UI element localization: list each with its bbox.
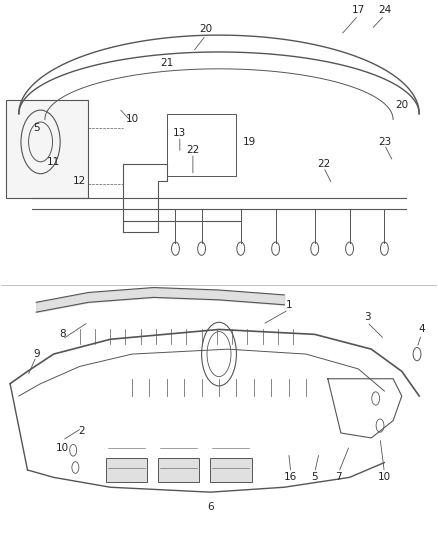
Text: 8: 8 bbox=[59, 329, 66, 340]
Text: 2: 2 bbox=[78, 425, 85, 435]
Text: 10: 10 bbox=[125, 115, 138, 124]
Text: 11: 11 bbox=[47, 157, 60, 167]
FancyBboxPatch shape bbox=[106, 458, 147, 482]
Text: 24: 24 bbox=[378, 5, 391, 15]
Text: 9: 9 bbox=[33, 349, 39, 359]
Text: 20: 20 bbox=[395, 100, 408, 110]
Text: 4: 4 bbox=[418, 325, 425, 334]
Text: 6: 6 bbox=[207, 502, 214, 512]
Text: 17: 17 bbox=[352, 5, 365, 15]
FancyBboxPatch shape bbox=[6, 100, 88, 198]
Text: 23: 23 bbox=[378, 137, 391, 147]
Text: 3: 3 bbox=[364, 312, 370, 322]
Text: 12: 12 bbox=[73, 176, 86, 186]
Text: 5: 5 bbox=[311, 472, 318, 482]
Text: 21: 21 bbox=[160, 58, 173, 68]
Text: 7: 7 bbox=[336, 472, 342, 482]
FancyBboxPatch shape bbox=[158, 458, 199, 482]
Text: 1: 1 bbox=[285, 300, 292, 310]
Text: 10: 10 bbox=[378, 472, 391, 482]
Text: 13: 13 bbox=[173, 128, 187, 139]
Text: 22: 22 bbox=[317, 159, 330, 169]
Text: 10: 10 bbox=[56, 443, 69, 453]
Text: 22: 22 bbox=[186, 146, 200, 155]
Text: 16: 16 bbox=[284, 472, 297, 482]
FancyBboxPatch shape bbox=[210, 458, 252, 482]
Text: 19: 19 bbox=[243, 137, 256, 147]
Text: 20: 20 bbox=[199, 25, 212, 35]
Text: 5: 5 bbox=[33, 123, 39, 133]
